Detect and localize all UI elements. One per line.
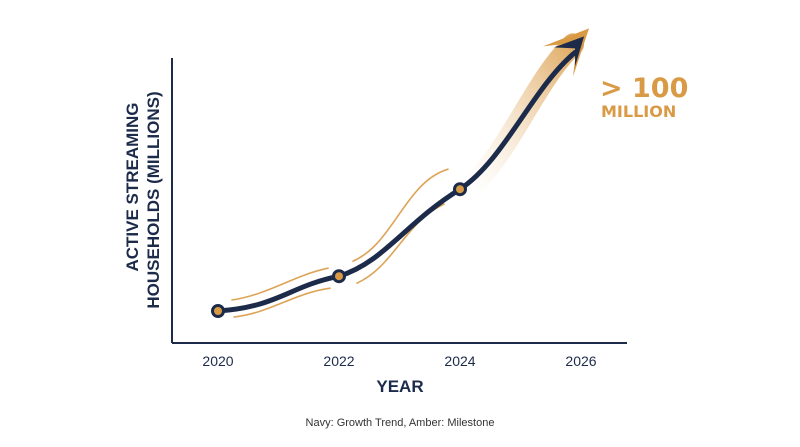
milestone-unit: MILLION [601,102,676,121]
axes [171,58,627,344]
growth-trend-line [215,49,578,314]
milestone-accent-line [356,203,445,284]
milestone-accent-line [352,168,449,262]
growth-trend [215,28,590,314]
milestone-accent-line [233,287,331,318]
data-points [211,182,467,318]
y-axis-title-line-1: ACTIVE STREAMING [123,102,142,271]
y-axis-title-line-2: HOUSEHOLDS (MILLIONS) [144,91,163,308]
data-point [332,269,346,284]
x-tick-label: 2026 [565,353,596,369]
x-tick-label: 2020 [202,353,233,369]
growth-trend-arrowhead [554,36,585,67]
footnote: Navy: Growth Trend, Amber: Milestone [306,417,495,429]
x-tick-labels: 2020 2022 2024 2026 [202,353,596,369]
y-axis-title: ACTIVE STREAMING HOUSEHOLDS (MILLIONS) [123,91,163,308]
milestone-accent-lines [231,168,449,318]
data-point [211,304,225,318]
data-point [453,182,467,197]
x-tick-label: 2024 [444,353,475,369]
x-tick-label: 2022 [323,353,354,369]
x-axis-title: YEAR [376,377,423,396]
milestone-value: > 100 [600,73,688,104]
milestone-label: > 100 MILLION [600,73,688,121]
milestone-accent-line [231,267,329,301]
